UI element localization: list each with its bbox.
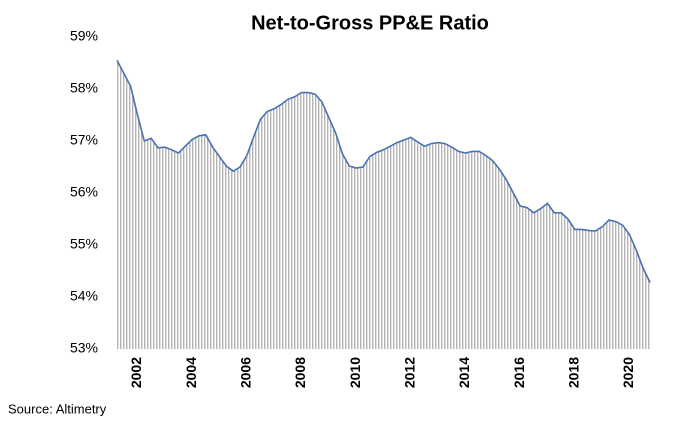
y-tick-label: 54% xyxy=(70,288,98,304)
x-tick-label: 2012 xyxy=(402,357,418,388)
x-tick-label: 2016 xyxy=(511,357,527,388)
y-tick-label: 59% xyxy=(70,28,98,44)
y-tick-label: 56% xyxy=(70,184,98,200)
area xyxy=(117,60,650,350)
y-tick-label: 58% xyxy=(70,80,98,96)
y-tick-label: 55% xyxy=(70,236,98,252)
x-tick-label: 2020 xyxy=(620,357,636,388)
y-tick-label: 57% xyxy=(70,132,98,148)
x-tick-label: 2002 xyxy=(128,357,144,388)
x-tick-label: 2018 xyxy=(566,357,582,388)
source-note: Source: Altimetry xyxy=(8,401,107,416)
x-tick-label: 2014 xyxy=(456,357,472,388)
x-tick-label: 2004 xyxy=(183,357,199,388)
x-tick-label: 2010 xyxy=(347,357,363,388)
x-tick-label: 2008 xyxy=(292,357,308,388)
y-tick-label: 53% xyxy=(70,340,98,356)
chart-title: Net-to-Gross PP&E Ratio xyxy=(251,12,489,34)
x-tick-label: 2006 xyxy=(238,357,254,388)
line xyxy=(116,60,651,283)
